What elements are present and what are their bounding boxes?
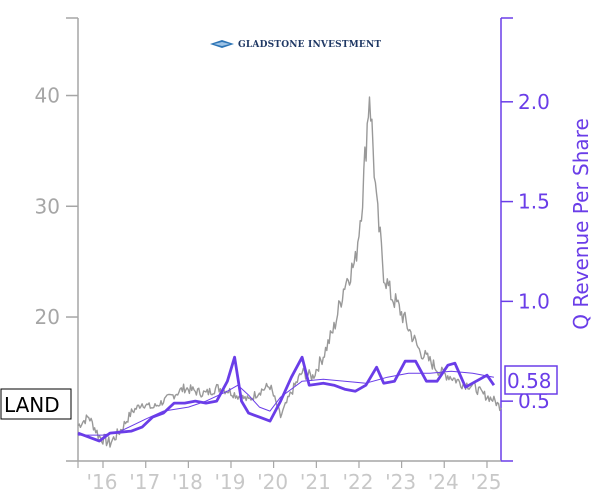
- x-tick-label: '24: [428, 470, 459, 494]
- left-tick-label: 20: [35, 305, 60, 329]
- x-tick-label: '18: [172, 470, 203, 494]
- price-series-line: [77, 96, 502, 448]
- x-tick-label: '25: [471, 470, 502, 494]
- right-tick-label: 2.0: [518, 90, 550, 114]
- x-tick-label: '22: [343, 470, 374, 494]
- right-tick-label: 1.5: [518, 190, 550, 214]
- company-logo: GLADSTONE INVESTMENT: [210, 40, 381, 50]
- ticker-label: LAND: [4, 393, 60, 417]
- x-tick-label: '16: [87, 470, 118, 494]
- right-axis-ticks: 1.01.52.00.5: [501, 17, 550, 462]
- right-tick-label: 1.0: [518, 289, 550, 313]
- left-tick-label: 30: [35, 194, 60, 218]
- logo-diamond-icon: [210, 40, 234, 48]
- x-tick-label: '20: [257, 470, 288, 494]
- left-tick-label: 40: [35, 84, 60, 108]
- left-axis-ticks: 20 30 40: [35, 17, 78, 462]
- x-axis-ticks: '16 '17 '18 '19 '20 '21 '22 '23 '24 '25: [77, 461, 502, 494]
- right-axis-title: Q Revenue Per Share: [569, 118, 593, 330]
- series-layer: [77, 96, 502, 448]
- last-value-label: 0.58: [507, 369, 552, 393]
- logo-text: GLADSTONE INVESTMENT: [238, 40, 381, 50]
- x-tick-label: '21: [300, 470, 331, 494]
- last-value-badge: 0.58: [504, 365, 558, 395]
- x-tick-label: '23: [385, 470, 416, 494]
- x-tick-label: '17: [129, 470, 160, 494]
- revenue-series-line: [77, 355, 496, 443]
- x-tick-label: '19: [215, 470, 246, 494]
- ticker-badge: LAND: [0, 388, 72, 420]
- revenue-trend-line: [78, 370, 494, 436]
